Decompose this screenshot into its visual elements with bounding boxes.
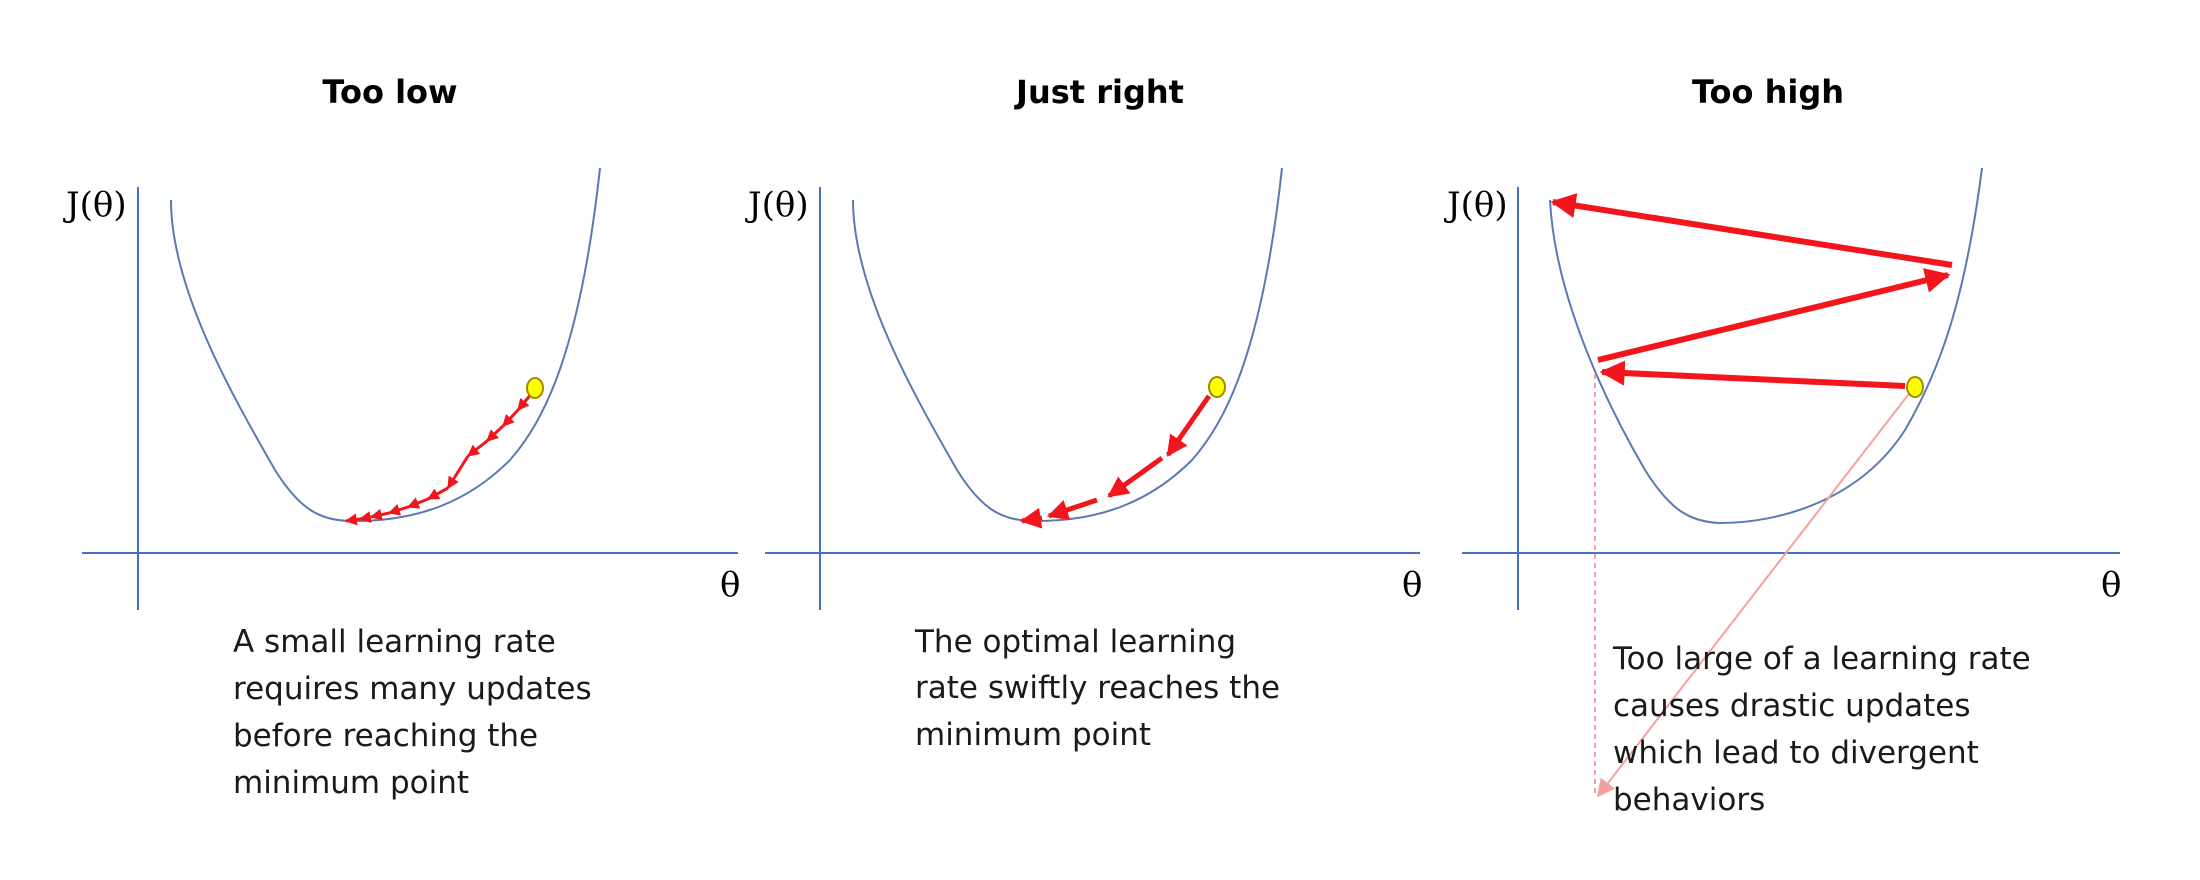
update-steps xyxy=(344,392,534,526)
update-arrow xyxy=(1599,360,1906,389)
update-steps xyxy=(1019,394,1212,529)
cost-curve xyxy=(852,167,1283,523)
update-arrow xyxy=(1165,394,1212,457)
update-arrow xyxy=(426,486,449,501)
caption-line: A small learning rate xyxy=(233,624,556,660)
panel-too-high: Too high J(θ) θ Too large of a learning … xyxy=(1444,73,2121,818)
update-arrow xyxy=(369,508,390,521)
update-arrow xyxy=(387,504,409,516)
panel-title: Too low xyxy=(322,73,457,111)
caption-line: causes drastic updates xyxy=(1613,688,1971,724)
panel-title: Too high xyxy=(1692,73,1844,111)
y-axis-label: J(θ) xyxy=(1444,185,1508,225)
update-arrow xyxy=(406,497,429,509)
update-steps xyxy=(1550,193,1953,389)
caption-line: rate swiftly reaches the xyxy=(915,670,1280,706)
caption-line: Too large of a learning rate xyxy=(1612,641,2031,677)
caption-line: behaviors xyxy=(1613,782,1765,818)
panel-too-low: Too low J(θ) θ A small learning rate req… xyxy=(63,73,740,801)
update-arrow xyxy=(344,513,361,526)
update-arrow xyxy=(1019,507,1043,529)
update-arrow xyxy=(446,455,470,490)
update-arrow xyxy=(358,511,372,523)
start-point xyxy=(526,377,544,399)
x-axis-label: θ xyxy=(1402,565,1422,605)
cost-curve xyxy=(1549,167,1983,525)
panel-title: Just right xyxy=(1014,73,1184,111)
x-axis-label: θ xyxy=(720,565,740,605)
update-arrow xyxy=(485,424,505,443)
y-axis-label: J(θ) xyxy=(745,185,809,225)
caption-line: The optimal learning xyxy=(914,624,1236,660)
caption-line: minimum point xyxy=(233,765,469,801)
update-arrow xyxy=(1047,497,1098,520)
cost-curve xyxy=(170,167,601,523)
start-point xyxy=(1906,376,1924,398)
y-axis-label: J(θ) xyxy=(63,185,127,225)
caption-line: minimum point xyxy=(915,717,1151,753)
start-point xyxy=(1208,376,1226,398)
divergence-line xyxy=(1596,385,1916,798)
update-arrow xyxy=(1550,193,1953,268)
caption-line: requires many updates xyxy=(233,671,592,707)
caption: A small learning rate requires many upda… xyxy=(233,624,602,801)
caption: Too large of a learning rate causes dras… xyxy=(1612,641,2041,818)
caption-line: before reaching the xyxy=(233,718,538,754)
update-arrow xyxy=(501,408,520,428)
update-arrow xyxy=(1107,455,1164,499)
caption: The optimal learning rate swiftly reache… xyxy=(914,624,1290,753)
panel-just-right: Just right J(θ) θ The optimal learning r… xyxy=(745,73,1422,753)
update-arrow xyxy=(1597,268,1951,363)
x-axis-label: θ xyxy=(2101,565,2121,605)
update-arrow xyxy=(467,439,488,458)
caption-line: which lead to divergent xyxy=(1613,735,1979,771)
